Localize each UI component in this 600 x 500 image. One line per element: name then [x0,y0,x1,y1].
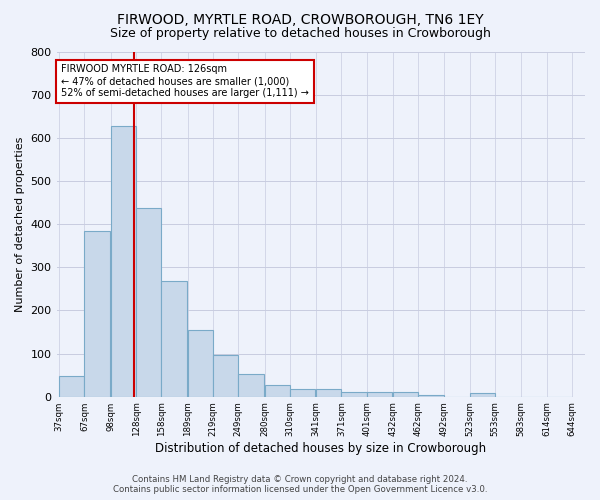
Bar [213,355,238,397]
Bar [418,394,444,396]
Bar [85,232,110,396]
Bar [393,392,418,396]
Bar [136,208,161,396]
Text: FIRWOOD MYRTLE ROAD: 126sqm
← 47% of detached houses are smaller (1,000)
52% of : FIRWOOD MYRTLE ROAD: 126sqm ← 47% of det… [61,64,308,98]
Bar [470,394,496,396]
Bar [110,126,136,396]
Bar [290,390,315,396]
Y-axis label: Number of detached properties: Number of detached properties [15,136,25,312]
X-axis label: Distribution of detached houses by size in Crowborough: Distribution of detached houses by size … [155,442,487,455]
Bar [316,390,341,396]
Bar [59,376,85,396]
Bar [341,392,367,396]
Bar [367,392,392,396]
Bar [238,374,263,396]
Text: FIRWOOD, MYRTLE ROAD, CROWBOROUGH, TN6 1EY: FIRWOOD, MYRTLE ROAD, CROWBOROUGH, TN6 1… [116,12,484,26]
Text: Size of property relative to detached houses in Crowborough: Size of property relative to detached ho… [110,28,490,40]
Bar [161,281,187,396]
Bar [188,330,213,396]
Text: Contains HM Land Registry data © Crown copyright and database right 2024.
Contai: Contains HM Land Registry data © Crown c… [113,474,487,494]
Bar [265,385,290,396]
